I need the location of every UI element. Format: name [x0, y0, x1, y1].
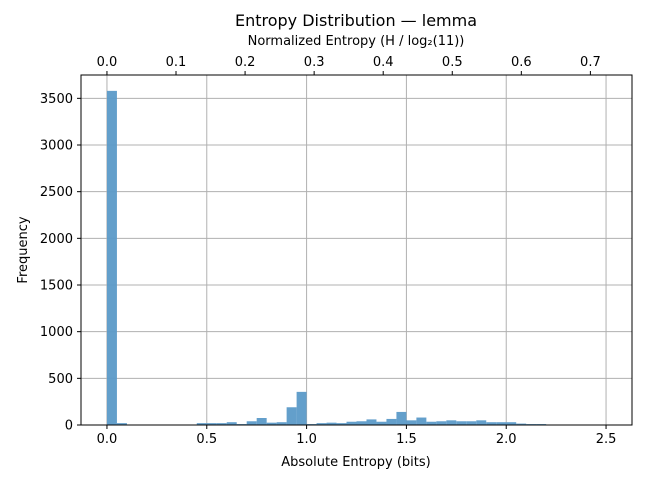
- x-axis-label: Absolute Entropy (bits): [281, 455, 430, 470]
- x-tick-label: 2.5: [596, 432, 617, 447]
- top-tick-label: 0.3: [304, 55, 325, 70]
- top-tick-label: 0.0: [97, 55, 118, 70]
- y-tick-label: 2500: [40, 185, 73, 200]
- y-axis-label: Frequency: [16, 216, 31, 283]
- plot-frame: [80, 74, 633, 426]
- histogram-bar: [386, 418, 397, 425]
- top-tick-label: 0.1: [166, 55, 187, 70]
- grid: [81, 75, 632, 426]
- histogram-bar: [446, 420, 457, 425]
- y-tick-label: 1500: [40, 279, 73, 294]
- histogram-bar: [406, 420, 417, 425]
- y-tick-label: 500: [48, 372, 73, 387]
- histogram-bar: [506, 422, 517, 425]
- histogram-bar: [296, 391, 307, 425]
- histogram-bar: [326, 422, 337, 425]
- histogram-bar: [256, 418, 267, 425]
- y-tick-label: 3500: [40, 92, 73, 107]
- top-tick-label: 0.6: [511, 55, 532, 70]
- top-tick-label: 0.7: [580, 55, 601, 70]
- y-tick-label: 3000: [40, 139, 73, 154]
- x-tick-label: 0.5: [196, 432, 217, 447]
- histogram-bar: [226, 422, 237, 425]
- histogram-bar: [396, 411, 407, 425]
- top-axis-ticks: 0.0 0.1 0.2 0.3 0.4 0.5 0.6 0.7: [97, 55, 601, 75]
- bars: [106, 90, 597, 425]
- histogram-bar: [456, 421, 467, 425]
- top-tick-label: 0.5: [442, 55, 463, 70]
- histogram-bar: [466, 421, 477, 425]
- histogram-bar: [266, 422, 277, 425]
- histogram-bar: [116, 423, 127, 425]
- y-tick-label: 1000: [40, 325, 73, 340]
- histogram-bar: [286, 407, 297, 425]
- histogram-bar: [486, 422, 497, 425]
- histogram-bar: [206, 423, 217, 425]
- histogram-bar: [346, 421, 357, 425]
- histogram-bar: [356, 421, 367, 425]
- chart-title: Entropy Distribution — lemma: [235, 11, 477, 30]
- plot-area: [81, 75, 632, 425]
- top-tick-label: 0.4: [373, 55, 394, 70]
- x-tick-label: 1.5: [396, 432, 417, 447]
- histogram-bar: [516, 423, 527, 425]
- histogram-bar: [216, 423, 227, 425]
- histogram-bar: [336, 423, 347, 425]
- histogram-bar: [106, 90, 117, 425]
- x-tick-label: 2.0: [496, 432, 517, 447]
- histogram-bar: [416, 417, 427, 425]
- histogram-bar: [196, 423, 207, 425]
- histogram-bar: [436, 421, 447, 425]
- histogram-bar: [426, 421, 437, 425]
- histogram-bar: [366, 419, 377, 425]
- top-axis-label: Normalized Entropy (H / log₂(11)): [248, 34, 465, 49]
- x-tick-label: 0.0: [97, 432, 118, 447]
- histogram-bar: [496, 422, 507, 425]
- top-tick-label: 0.2: [235, 55, 256, 70]
- histogram-bar: [276, 422, 287, 425]
- histogram-bar: [476, 420, 487, 425]
- y-tick-label: 2000: [40, 232, 73, 247]
- y-tick-label: 0: [65, 419, 73, 434]
- histogram-bar: [376, 421, 387, 425]
- x-axis-ticks: 0.0 0.5 1.0 1.5 2.0 2.5: [97, 425, 617, 447]
- histogram-bar: [246, 421, 257, 425]
- x-tick-label: 1.0: [296, 432, 317, 447]
- histogram-bar: [316, 423, 327, 425]
- y-axis-ticks: 0 500 1000 1500 2000 2500 3000 3500: [40, 92, 81, 434]
